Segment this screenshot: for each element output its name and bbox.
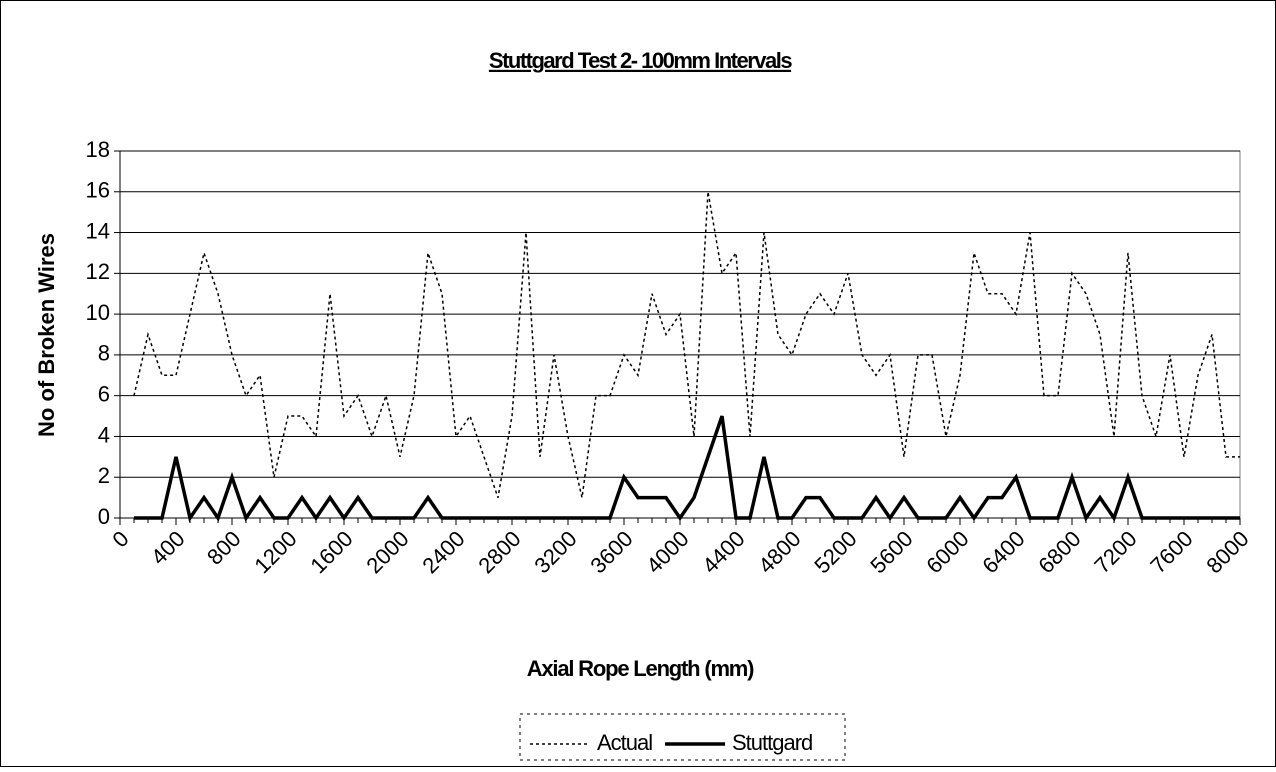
plot-area xyxy=(119,150,1241,519)
y-tick-label: 14 xyxy=(86,218,110,243)
legend-label: Stuttgard xyxy=(732,730,812,755)
y-tick-label: 2 xyxy=(98,463,110,488)
y-tick-label: 16 xyxy=(86,178,110,203)
y-tick-label: 4 xyxy=(98,422,110,447)
y-tick-label: 6 xyxy=(98,381,110,406)
legend-box xyxy=(519,713,846,761)
series-line xyxy=(134,415,1240,523)
chart-title: Stuttgard Test 2- 100mm Intervals xyxy=(489,48,792,73)
y-tick-label: 18 xyxy=(86,137,110,162)
y-tick-label: 12 xyxy=(86,259,110,284)
y-tick-label: 8 xyxy=(98,341,110,366)
y-tick-label: 10 xyxy=(86,300,110,325)
series-line xyxy=(133,191,1240,498)
x-axis-label: Axial Rope Length (mm) xyxy=(527,656,754,681)
legend-label: Actual xyxy=(597,730,652,755)
y-tick-label: 0 xyxy=(98,504,110,529)
y-axis-label: No of Broken Wires xyxy=(34,233,59,437)
